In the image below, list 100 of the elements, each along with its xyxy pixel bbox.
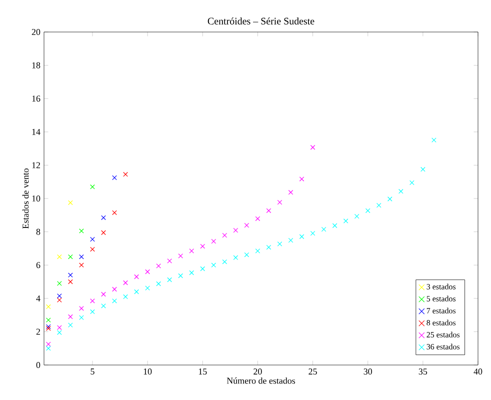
point — [101, 303, 106, 308]
point — [57, 281, 62, 286]
point — [266, 208, 272, 214]
point — [321, 226, 326, 232]
point — [90, 184, 95, 190]
point — [112, 210, 117, 216]
x-tick-label: 10 — [144, 368, 152, 375]
x-tick-label: 25 — [308, 368, 317, 375]
point — [101, 292, 106, 297]
point — [68, 279, 73, 284]
point — [376, 202, 382, 208]
x-tick-label: 35 — [418, 368, 428, 375]
y-axis-title: Estados de vento — [22, 168, 29, 229]
point — [145, 286, 150, 290]
point — [288, 190, 294, 195]
point — [46, 304, 51, 310]
point — [255, 248, 260, 254]
point — [79, 262, 84, 268]
point — [288, 238, 294, 243]
point — [79, 306, 84, 311]
point — [79, 228, 84, 234]
y-tick-label: 2 — [36, 328, 40, 335]
point — [178, 273, 184, 278]
point — [410, 180, 414, 186]
point — [101, 215, 106, 220]
point — [222, 259, 228, 264]
point — [277, 200, 282, 205]
point — [90, 309, 95, 314]
point — [354, 214, 360, 219]
point — [420, 166, 426, 172]
point — [189, 270, 194, 276]
point — [211, 262, 216, 268]
y-tick-label: 16 — [32, 96, 40, 102]
point — [90, 298, 95, 304]
point — [244, 222, 250, 228]
y-tick-label: 10 — [32, 195, 40, 202]
point — [134, 289, 139, 294]
y-tick-label: 4 — [36, 295, 40, 302]
x-tick-label: 20 — [254, 368, 262, 375]
point — [233, 228, 238, 233]
point — [211, 238, 216, 244]
point — [299, 176, 304, 182]
point — [244, 252, 250, 258]
chart-title: Centróides – Série Sudeste — [208, 17, 314, 24]
y-tick-label: 18 — [32, 62, 40, 68]
point — [167, 277, 172, 282]
point — [432, 138, 436, 142]
point — [332, 223, 338, 228]
point — [222, 232, 228, 238]
point — [167, 258, 172, 264]
point — [123, 280, 128, 286]
point — [68, 254, 73, 260]
x-tick-label: 40 — [474, 368, 482, 375]
point — [310, 144, 316, 150]
y-tick-label: 6 — [36, 262, 40, 268]
point — [46, 318, 51, 322]
point — [79, 254, 84, 260]
point — [134, 274, 139, 280]
point — [123, 294, 128, 300]
y-tick-label: 12 — [32, 162, 40, 168]
point — [123, 172, 128, 177]
point — [112, 175, 117, 180]
point — [233, 255, 238, 260]
y-tick-label: 8 — [36, 228, 40, 235]
point — [112, 298, 117, 304]
point — [189, 248, 194, 254]
x-tick-label: 15 — [198, 368, 207, 375]
x-tick-label: 30 — [364, 368, 372, 375]
point — [57, 325, 62, 330]
point — [68, 322, 73, 328]
x-axis-title: Número de estados — [226, 377, 296, 384]
point — [343, 218, 348, 224]
point — [68, 272, 73, 278]
point — [68, 314, 73, 320]
point — [57, 298, 62, 302]
point — [178, 254, 184, 258]
point — [101, 230, 106, 236]
point — [57, 254, 62, 260]
point — [46, 346, 51, 351]
y-tick-label: 20 — [32, 28, 40, 36]
point — [365, 208, 370, 214]
y-tick-label: 0 — [36, 362, 40, 368]
point — [145, 269, 150, 274]
point — [57, 293, 62, 298]
point — [90, 246, 95, 252]
point — [156, 281, 161, 286]
point — [398, 188, 404, 194]
point — [46, 342, 51, 347]
point — [68, 200, 73, 206]
point — [79, 315, 84, 320]
point — [112, 286, 117, 292]
y-tick-label: 14 — [32, 128, 40, 135]
point — [299, 234, 304, 240]
x-tick-label: 5 — [90, 368, 94, 374]
point — [387, 196, 392, 202]
point — [156, 264, 161, 268]
point — [266, 244, 272, 250]
point — [277, 242, 282, 246]
point — [200, 244, 206, 249]
point — [57, 330, 62, 335]
